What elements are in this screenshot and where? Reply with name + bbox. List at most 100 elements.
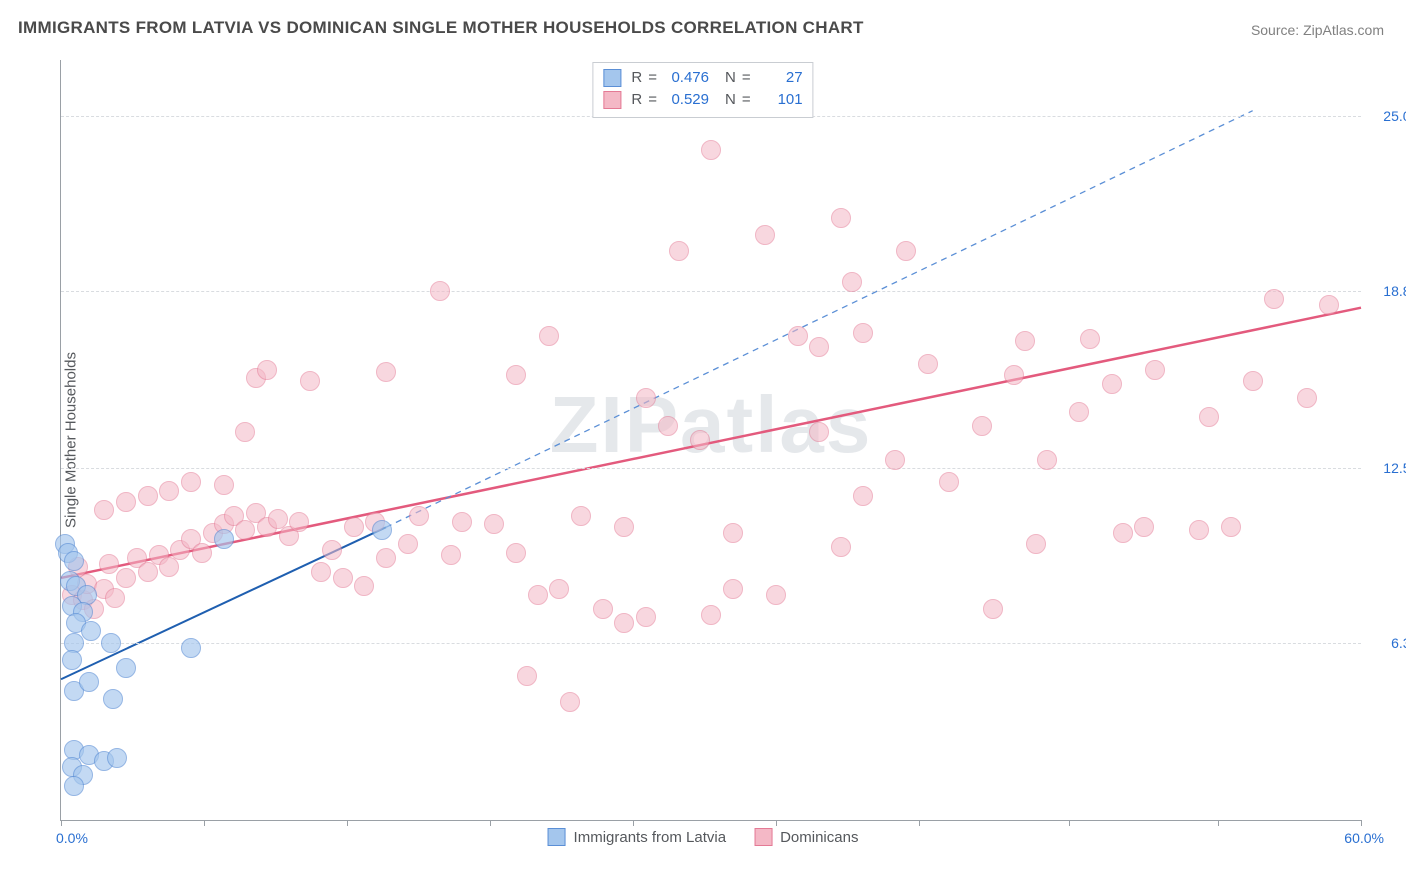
data-point: [235, 520, 255, 540]
data-point: [1145, 360, 1165, 380]
data-point: [723, 523, 743, 543]
data-point: [593, 599, 613, 619]
x-axis-end-label: 60.0%: [1344, 830, 1384, 846]
data-point: [289, 512, 309, 532]
data-point: [1026, 534, 1046, 554]
data-point: [452, 512, 472, 532]
data-point: [528, 585, 548, 605]
data-point: [723, 579, 743, 599]
data-point: [116, 658, 136, 678]
x-tick: [204, 820, 205, 826]
data-point: [517, 666, 537, 686]
data-point: [344, 517, 364, 537]
data-point: [81, 621, 101, 641]
data-point: [983, 599, 1003, 619]
data-point: [1243, 371, 1263, 391]
data-point: [441, 545, 461, 565]
dominican-r-value: 0.529: [663, 89, 709, 111]
data-point: [300, 371, 320, 391]
data-point: [138, 562, 158, 582]
gridline-horizontal: [61, 291, 1361, 292]
data-point: [1080, 329, 1100, 349]
y-axis-label: Single Mother Households: [63, 352, 80, 528]
legend-label-dominican: Dominicans: [780, 829, 858, 846]
data-point: [636, 607, 656, 627]
data-point: [311, 562, 331, 582]
data-point: [1189, 520, 1209, 540]
legend-item-dominican: Dominicans: [754, 828, 858, 846]
data-point: [116, 492, 136, 512]
data-point: [192, 543, 212, 563]
data-point: [430, 281, 450, 301]
label-n: N: [725, 67, 736, 89]
dominican-n-value: 101: [757, 89, 803, 111]
x-tick: [1069, 820, 1070, 826]
data-point: [701, 605, 721, 625]
data-point: [105, 588, 125, 608]
data-point: [766, 585, 786, 605]
data-point: [506, 543, 526, 563]
data-point: [669, 241, 689, 261]
data-point: [159, 481, 179, 501]
data-point: [376, 362, 396, 382]
data-point: [398, 534, 418, 554]
data-point: [636, 388, 656, 408]
data-point: [138, 486, 158, 506]
data-point: [235, 422, 255, 442]
correlation-row-latvia: R = 0.476 N = 27: [603, 67, 802, 89]
data-point: [1134, 517, 1154, 537]
latvia-n-value: 27: [757, 67, 803, 89]
data-point: [1221, 517, 1241, 537]
data-point: [842, 272, 862, 292]
data-point: [1069, 402, 1089, 422]
x-axis-start-label: 0.0%: [56, 830, 88, 846]
data-point: [1297, 388, 1317, 408]
data-point: [788, 326, 808, 346]
data-point: [333, 568, 353, 588]
x-tick: [633, 820, 634, 826]
correlation-legend-box: R = 0.476 N = 27 R = 0.529 N = 101: [592, 62, 813, 118]
data-point: [214, 529, 234, 549]
y-tick-label: 18.8%: [1383, 283, 1406, 299]
x-tick: [1361, 820, 1362, 826]
swatch-latvia-icon: [548, 828, 566, 846]
x-tick: [1218, 820, 1219, 826]
data-point: [1037, 450, 1057, 470]
data-point: [939, 472, 959, 492]
data-point: [64, 551, 84, 571]
data-point: [214, 475, 234, 495]
data-point: [1004, 365, 1024, 385]
data-point: [896, 241, 916, 261]
data-point: [701, 140, 721, 160]
data-point: [831, 537, 851, 557]
data-point: [181, 638, 201, 658]
data-point: [322, 540, 342, 560]
swatch-latvia-icon: [603, 69, 621, 87]
trend-line: [386, 111, 1253, 528]
data-point: [64, 776, 84, 796]
gridline-horizontal: [61, 643, 1361, 644]
y-tick-label: 12.5%: [1383, 460, 1406, 476]
data-point: [549, 579, 569, 599]
data-point: [658, 416, 678, 436]
data-point: [159, 557, 179, 577]
data-point: [972, 416, 992, 436]
chart-plot-area: Single Mother Households ZIPatlas 6.3%12…: [60, 60, 1361, 821]
data-point: [484, 514, 504, 534]
data-point: [257, 360, 277, 380]
swatch-dominican-icon: [603, 91, 621, 109]
latvia-r-value: 0.476: [663, 67, 709, 89]
data-point: [1199, 407, 1219, 427]
data-point: [614, 613, 634, 633]
data-point: [571, 506, 591, 526]
data-point: [560, 692, 580, 712]
data-point: [94, 500, 114, 520]
data-point: [103, 689, 123, 709]
data-point: [690, 430, 710, 450]
data-point: [614, 517, 634, 537]
data-point: [1113, 523, 1133, 543]
data-point: [181, 472, 201, 492]
x-tick: [919, 820, 920, 826]
data-point: [116, 568, 136, 588]
trend-lines-svg: [61, 60, 1361, 820]
